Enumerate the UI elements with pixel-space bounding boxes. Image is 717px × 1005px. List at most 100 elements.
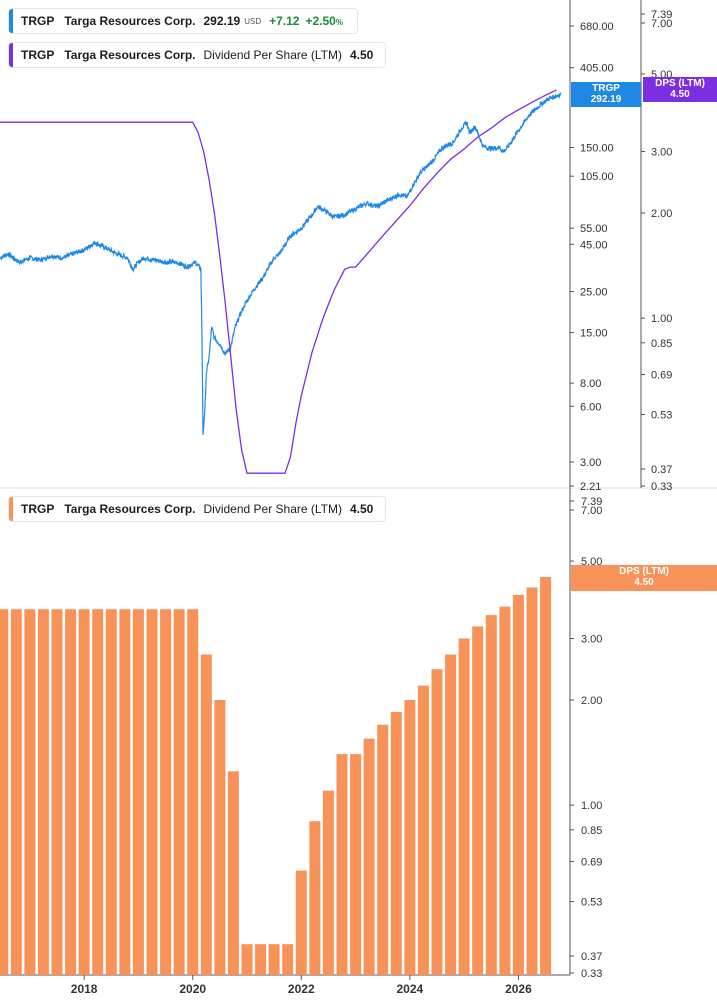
legend-bars-ticker: TRGP: [21, 502, 55, 516]
dps-bar: [377, 724, 389, 975]
x-tick-label: 2024: [397, 982, 424, 996]
bar-axis-tick-label: 1.00: [581, 800, 602, 812]
dps-bar: [431, 669, 443, 975]
legend-bars-metric: Dividend Per Share (LTM): [203, 502, 343, 516]
dps-bar: [445, 654, 457, 975]
price-badge-label: TRGP: [592, 83, 620, 94]
dps-axis-tick-label: 3.00: [651, 147, 672, 159]
dps-bar: [322, 790, 334, 975]
legend-price-ticker: TRGP: [21, 14, 55, 28]
x-tick-label: 2026: [505, 982, 532, 996]
legend-dps-value: 4.50: [350, 48, 374, 62]
dps-axis-tick-label: 0.53: [651, 409, 672, 421]
bar-axis-tick-label: 0.37: [581, 951, 602, 963]
legend-bars-value: 4.50: [350, 502, 374, 516]
price-axis-tick-label: 45.00: [580, 239, 608, 251]
price-line: [0, 92, 562, 436]
price-badge-value: 292.19: [590, 94, 622, 105]
dps-bars-swatch: [9, 497, 13, 521]
dps-bar: [24, 609, 36, 975]
legend-dps-metric: Dividend Per Share (LTM): [203, 48, 343, 62]
legend-price-change-pct-value: +2.50: [305, 14, 336, 28]
dps-bar: [187, 609, 199, 975]
dps-axis-tick-label: 0.33: [651, 481, 672, 493]
dps-badge-value: 4.50: [670, 89, 690, 100]
bar-axis-tick-label: 0.33: [581, 968, 602, 980]
bar-axis-tick-label: 7.00: [581, 505, 602, 517]
dps-bar: [160, 609, 172, 975]
dps-bar: [350, 754, 362, 975]
dps-bar: [0, 609, 9, 975]
legend-price[interactable]: TRGP Targa Resources Corp. 292.19 USD +7…: [8, 8, 358, 34]
dps-bar: [92, 609, 104, 975]
dps-bar: [173, 609, 185, 975]
marks-layer: [0, 89, 562, 975]
price-axis-tick-label: 3.00: [580, 457, 601, 469]
dps-bar: [485, 615, 497, 975]
bar-axis-tick-label: 3.00: [581, 634, 602, 646]
dps-axis-tick-label: 7.39: [651, 9, 672, 21]
price-axis-tick-label: 15.00: [580, 328, 608, 340]
bar-axis-tick-label: 7.39: [581, 496, 602, 508]
dps-last-badge: DPS (LTM) 4.50: [643, 77, 717, 102]
legend-dps-line[interactable]: TRGP Targa Resources Corp. Dividend Per …: [8, 42, 387, 68]
bar-axis-tick-label: 2.00: [581, 695, 602, 707]
legend-price-name: Targa Resources Corp.: [64, 14, 196, 28]
price-axis-tick-label: 150.00: [580, 143, 614, 155]
dps-bar: [499, 606, 511, 975]
dps-bar: [227, 771, 239, 975]
legend-dps-name: Targa Resources Corp.: [64, 48, 196, 62]
dps-bar: [295, 870, 307, 975]
legend-price-change-pct: +2.50%: [305, 14, 343, 28]
legend-dps-ticker: TRGP: [21, 48, 55, 62]
legend-price-change: +7.12: [269, 14, 300, 28]
dps-bar: [363, 738, 375, 975]
legend-bars-name: Targa Resources Corp.: [64, 502, 196, 516]
dps-bar: [526, 587, 538, 975]
legend-price-currency: USD: [244, 16, 262, 26]
dps-bar: [51, 609, 63, 975]
dps-bar: [512, 594, 524, 975]
dps-bar: [200, 654, 212, 975]
dps-axis-tick-label: 0.85: [651, 338, 672, 350]
bar-badge-value: 4.50: [634, 577, 654, 588]
price-axis-tick-label: 105.00: [580, 171, 614, 183]
price-swatch: [9, 9, 13, 33]
dps-axis-tick-label: 7.00: [651, 18, 672, 30]
dps-bar: [255, 944, 267, 975]
bar-axis-tick-label: 0.85: [581, 825, 602, 837]
dps-axis-tick-label: 1.00: [651, 313, 672, 325]
price-axis-tick-label: 25.00: [580, 287, 608, 299]
price-axis-tick-label: 55.00: [580, 223, 608, 235]
legend-price-change-pct-unit: %: [335, 18, 343, 27]
dps-bar: [146, 609, 158, 975]
dps-bar: [336, 754, 348, 975]
price-axis-tick-label: 8.00: [580, 378, 601, 390]
price-last-badge: TRGP 292.19: [571, 82, 641, 107]
dps-line: [0, 89, 557, 474]
dps-bar: [119, 609, 131, 975]
bar-badge-label: DPS (LTM): [619, 566, 669, 577]
dps-bar: [404, 700, 416, 975]
x-tick-label: 2022: [288, 982, 315, 996]
dps-bar: [540, 577, 552, 975]
price-axis-tick-label: 6.00: [580, 401, 601, 413]
bar-axis-tick-label: 0.53: [581, 896, 602, 908]
dps-bar: [65, 609, 77, 975]
legend-dps-bars[interactable]: TRGP Targa Resources Corp. Dividend Per …: [8, 496, 387, 522]
dps-bar: [390, 711, 402, 975]
dps-bar: [78, 609, 90, 975]
price-axis-tick-label: 405.00: [580, 63, 614, 75]
legend-price-value: 292.19: [203, 14, 241, 28]
dps-bar: [241, 944, 253, 975]
dps-line-swatch: [9, 43, 13, 67]
bar-last-badge: DPS (LTM) 4.50: [571, 565, 717, 591]
dps-bar: [105, 609, 117, 975]
price-axis-tick-label: 680.00: [580, 21, 614, 33]
price-axis-tick-label: 2.21: [580, 481, 601, 493]
dps-badge-label: DPS (LTM): [655, 78, 705, 89]
dps-axis-tick-label: 2.00: [651, 208, 672, 220]
bar-axis-tick-label: 0.69: [581, 856, 602, 868]
dps-bar: [417, 685, 429, 975]
